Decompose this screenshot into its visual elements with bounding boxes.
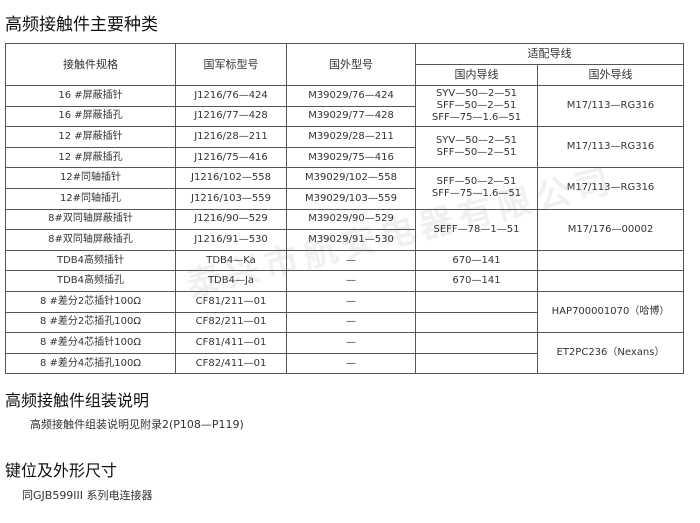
table-row: 12 #屏蔽插针 J1216/28—211 M39029/28—211 SYV—50—… (5, 126, 684, 169)
empty-cell (415, 332, 538, 354)
wire-line: SYV—50—2—51 (435, 88, 518, 100)
wire-line: SFF—50—2—51 (436, 100, 517, 112)
cell-military: J1216/28—211 (175, 126, 287, 148)
cell-foreign: M39029/91—530 (286, 229, 416, 251)
cell-domestic-wire: SYV—50—2—51 SFF—50—2—51 (415, 126, 538, 169)
cell-military: TDB4—Ja (175, 270, 287, 292)
table-row: 16 #屏蔽插孔 J1216/77—428 M39029/77—428 (5, 105, 684, 128)
cell-spec: 12 #屏蔽插针 (5, 126, 176, 148)
page-title: 高频接触件主要种类 (5, 15, 158, 35)
cell-foreign: — (286, 311, 416, 334)
header-domestic-wire: 国内导线 (415, 64, 538, 86)
header-spec: 接触件规格 (5, 43, 176, 86)
cell-foreign: M39029/77—428 (286, 105, 416, 128)
table-row: TDB4高频插针 TDB4—Ka —670—141 (5, 249, 684, 272)
cell-wire: HAP700001070（哈博） (537, 290, 684, 334)
cell-military: J1216/91—530 (175, 229, 287, 251)
cell-foreign: M39029/28—211 (286, 126, 416, 148)
table-row: 8 #差分4芯插孔100Ω CF82/411—01— (5, 352, 684, 375)
table-row: 8#双同轴屏蔽插针 J1216/90—529 M39029/90—529 SEFF—7… (5, 208, 684, 251)
empty-cell (537, 249, 684, 272)
wire-line: SFF—75—1.6—51 (431, 112, 522, 124)
cell-domestic-wire: SYV—50—2—51 SFF—50—2—51 SFF—75—1.6—51 (415, 84, 538, 128)
cell-military: J1216/102—558 (175, 167, 287, 189)
cell-military: CF82/411—01 (175, 352, 287, 375)
header-foreign-model: 国外型号 (286, 43, 416, 86)
cell-military: CF81/211—01 (175, 290, 287, 313)
cell-spec: 8 #差分2芯插孔100Ω (5, 311, 176, 334)
header-military: 国军标型号 (175, 43, 287, 86)
cell-spec: 16 #屏蔽插针 (5, 85, 176, 107)
wire-line: SYV—50—2—51 (435, 135, 518, 147)
cell-foreign: M39029/75—416 (286, 146, 416, 169)
cell-foreign: — (286, 249, 416, 272)
table-row: 12#同轴插孔 J1216/103—559 M39029/103—559 (5, 187, 684, 210)
cell-spec: TDB4高频插孔 (5, 270, 176, 292)
table-row: 8 #差分4芯插针100Ω CF81/411—01— ET2PC236（Nexans… (5, 332, 684, 375)
cell-spec: 8#双同轴屏蔽插针 (5, 208, 176, 231)
cell-foreign: M39029/103—559 (286, 187, 416, 210)
wire-line: SFF—75—1.6—51 (431, 188, 522, 200)
cell-wire: M17/113—RG316 (537, 126, 684, 169)
table-row: 8 #差分2芯插针100Ω CF81/211—01— HAP700001070（哈博… (5, 290, 684, 334)
wire-line: SFF—50—2—51 (436, 147, 517, 159)
cell-wire: M17/176—00002 (537, 208, 684, 251)
header-foreign-wire: 国外导线 (537, 64, 684, 86)
wire-line: SFF—50—2—51 (436, 176, 517, 188)
assembly-text: 高频接触件组装说明见附录2(P108—P119) (30, 418, 244, 431)
contact-types-table: 接触件规格 国军标型号 国外型号 适配导线 国内导线 国外导线 16 #屏蔽插针 J121… (5, 43, 684, 375)
empty-cell (537, 270, 684, 292)
assembly-heading: 高频接触件组装说明 (5, 391, 150, 410)
cell-spec: 8#双同轴屏蔽插孔 (5, 229, 176, 251)
cell-spec: 16 #屏蔽插孔 (5, 105, 176, 128)
cell-wire: M17/113—RG316 (537, 84, 684, 128)
cell-foreign: M39029/102—558 (286, 167, 416, 189)
header-wire: 适配导线 (415, 43, 684, 65)
cell-military: J1216/90—529 (175, 208, 287, 231)
cell-spec: TDB4高频插针 (5, 249, 176, 272)
cell-foreign: — (286, 352, 416, 375)
keying-text: 同GJB599III 系列电连接器 (22, 489, 153, 502)
cell-military: J1216/77—428 (175, 105, 287, 128)
cell-wire: 670—141 (415, 249, 538, 272)
cell-foreign: M39029/76—424 (286, 85, 416, 107)
cell-spec: 8 #差分4芯插针100Ω (5, 332, 176, 354)
empty-cell (415, 352, 538, 375)
empty-cell (415, 311, 538, 334)
cell-wire: ET2PC236（Nexans） (537, 332, 684, 375)
table-row: TDB4高频插孔 TDB4—Ja —670—141 (5, 270, 684, 292)
cell-military: J1216/76—424 (175, 85, 287, 107)
cell-foreign: — (286, 290, 416, 313)
cell-foreign: — (286, 332, 416, 354)
cell-spec: 8 #差分2芯插针100Ω (5, 290, 176, 313)
cell-spec: 8 #差分4芯插孔100Ω (5, 352, 176, 375)
cell-spec: 12#同轴插针 (5, 167, 176, 189)
cell-military: TDB4—Ka (175, 249, 287, 272)
cell-domestic-wire: SFF—50—2—51 SFF—75—1.6—51 (415, 167, 538, 210)
cell-wire: 670—141 (415, 270, 538, 292)
cell-military: J1216/75—416 (175, 146, 287, 169)
cell-military: CF82/211—01 (175, 311, 287, 334)
table-row: 12#同轴插针 J1216/102—558 M39029/102—558 SFF—50… (5, 167, 684, 210)
cell-wire: SEFF—78—1—51 (415, 208, 538, 251)
empty-cell (415, 290, 538, 313)
cell-wire: M17/113—RG316 (537, 167, 684, 210)
cell-spec: 12#同轴插孔 (5, 187, 176, 210)
table-row: 16 #屏蔽插针 J1216/76—424 M39029/76—424 SYV—50—… (5, 84, 684, 128)
keying-heading: 键位及外形尺寸 (5, 461, 118, 480)
cell-foreign: M39029/90—529 (286, 208, 416, 231)
table-row: 8#双同轴屏蔽插孔 J1216/91—530 M39029/91—530 (5, 229, 684, 251)
cell-military: J1216/103—559 (175, 187, 287, 210)
cell-spec: 12 #屏蔽插孔 (5, 146, 176, 169)
cell-military: CF81/411—01 (175, 332, 287, 354)
cell-foreign: — (286, 270, 416, 292)
